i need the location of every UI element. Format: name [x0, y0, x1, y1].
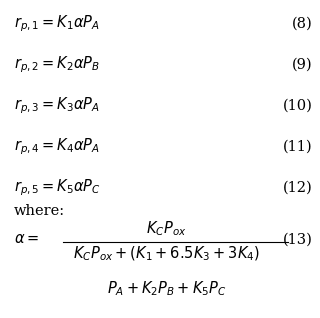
- Text: (12): (12): [283, 180, 312, 194]
- Text: $K_C P_{ox} + \left(K_1 + 6.5K_3 + 3K_4\right)$: $K_C P_{ox} + \left(K_1 + 6.5K_3 + 3K_4\…: [73, 245, 260, 263]
- Text: where:: where:: [14, 204, 65, 218]
- Text: (9): (9): [292, 58, 312, 72]
- Text: (13): (13): [282, 232, 312, 246]
- Text: $r_{p,3} = K_3\alpha P_A$: $r_{p,3} = K_3\alpha P_A$: [14, 95, 100, 116]
- Text: (10): (10): [282, 98, 312, 112]
- Text: $K_C P_{ox}$: $K_C P_{ox}$: [146, 220, 187, 238]
- Text: $r_{p,1} = K_1\alpha P_A$: $r_{p,1} = K_1\alpha P_A$: [14, 13, 100, 34]
- Text: $r_{p,4} = K_4\alpha P_A$: $r_{p,4} = K_4\alpha P_A$: [14, 136, 100, 157]
- Text: (11): (11): [283, 139, 312, 153]
- Text: $P_A + K_2 P_B + K_5 P_C$: $P_A + K_2 P_B + K_5 P_C$: [107, 279, 226, 298]
- Text: $\alpha =$: $\alpha =$: [14, 232, 39, 246]
- Text: $r_{p,2} = K_2\alpha P_B$: $r_{p,2} = K_2\alpha P_B$: [14, 54, 100, 75]
- Text: (8): (8): [292, 17, 312, 31]
- Text: $r_{p,5} = K_5\alpha P_C$: $r_{p,5} = K_5\alpha P_C$: [14, 177, 101, 198]
